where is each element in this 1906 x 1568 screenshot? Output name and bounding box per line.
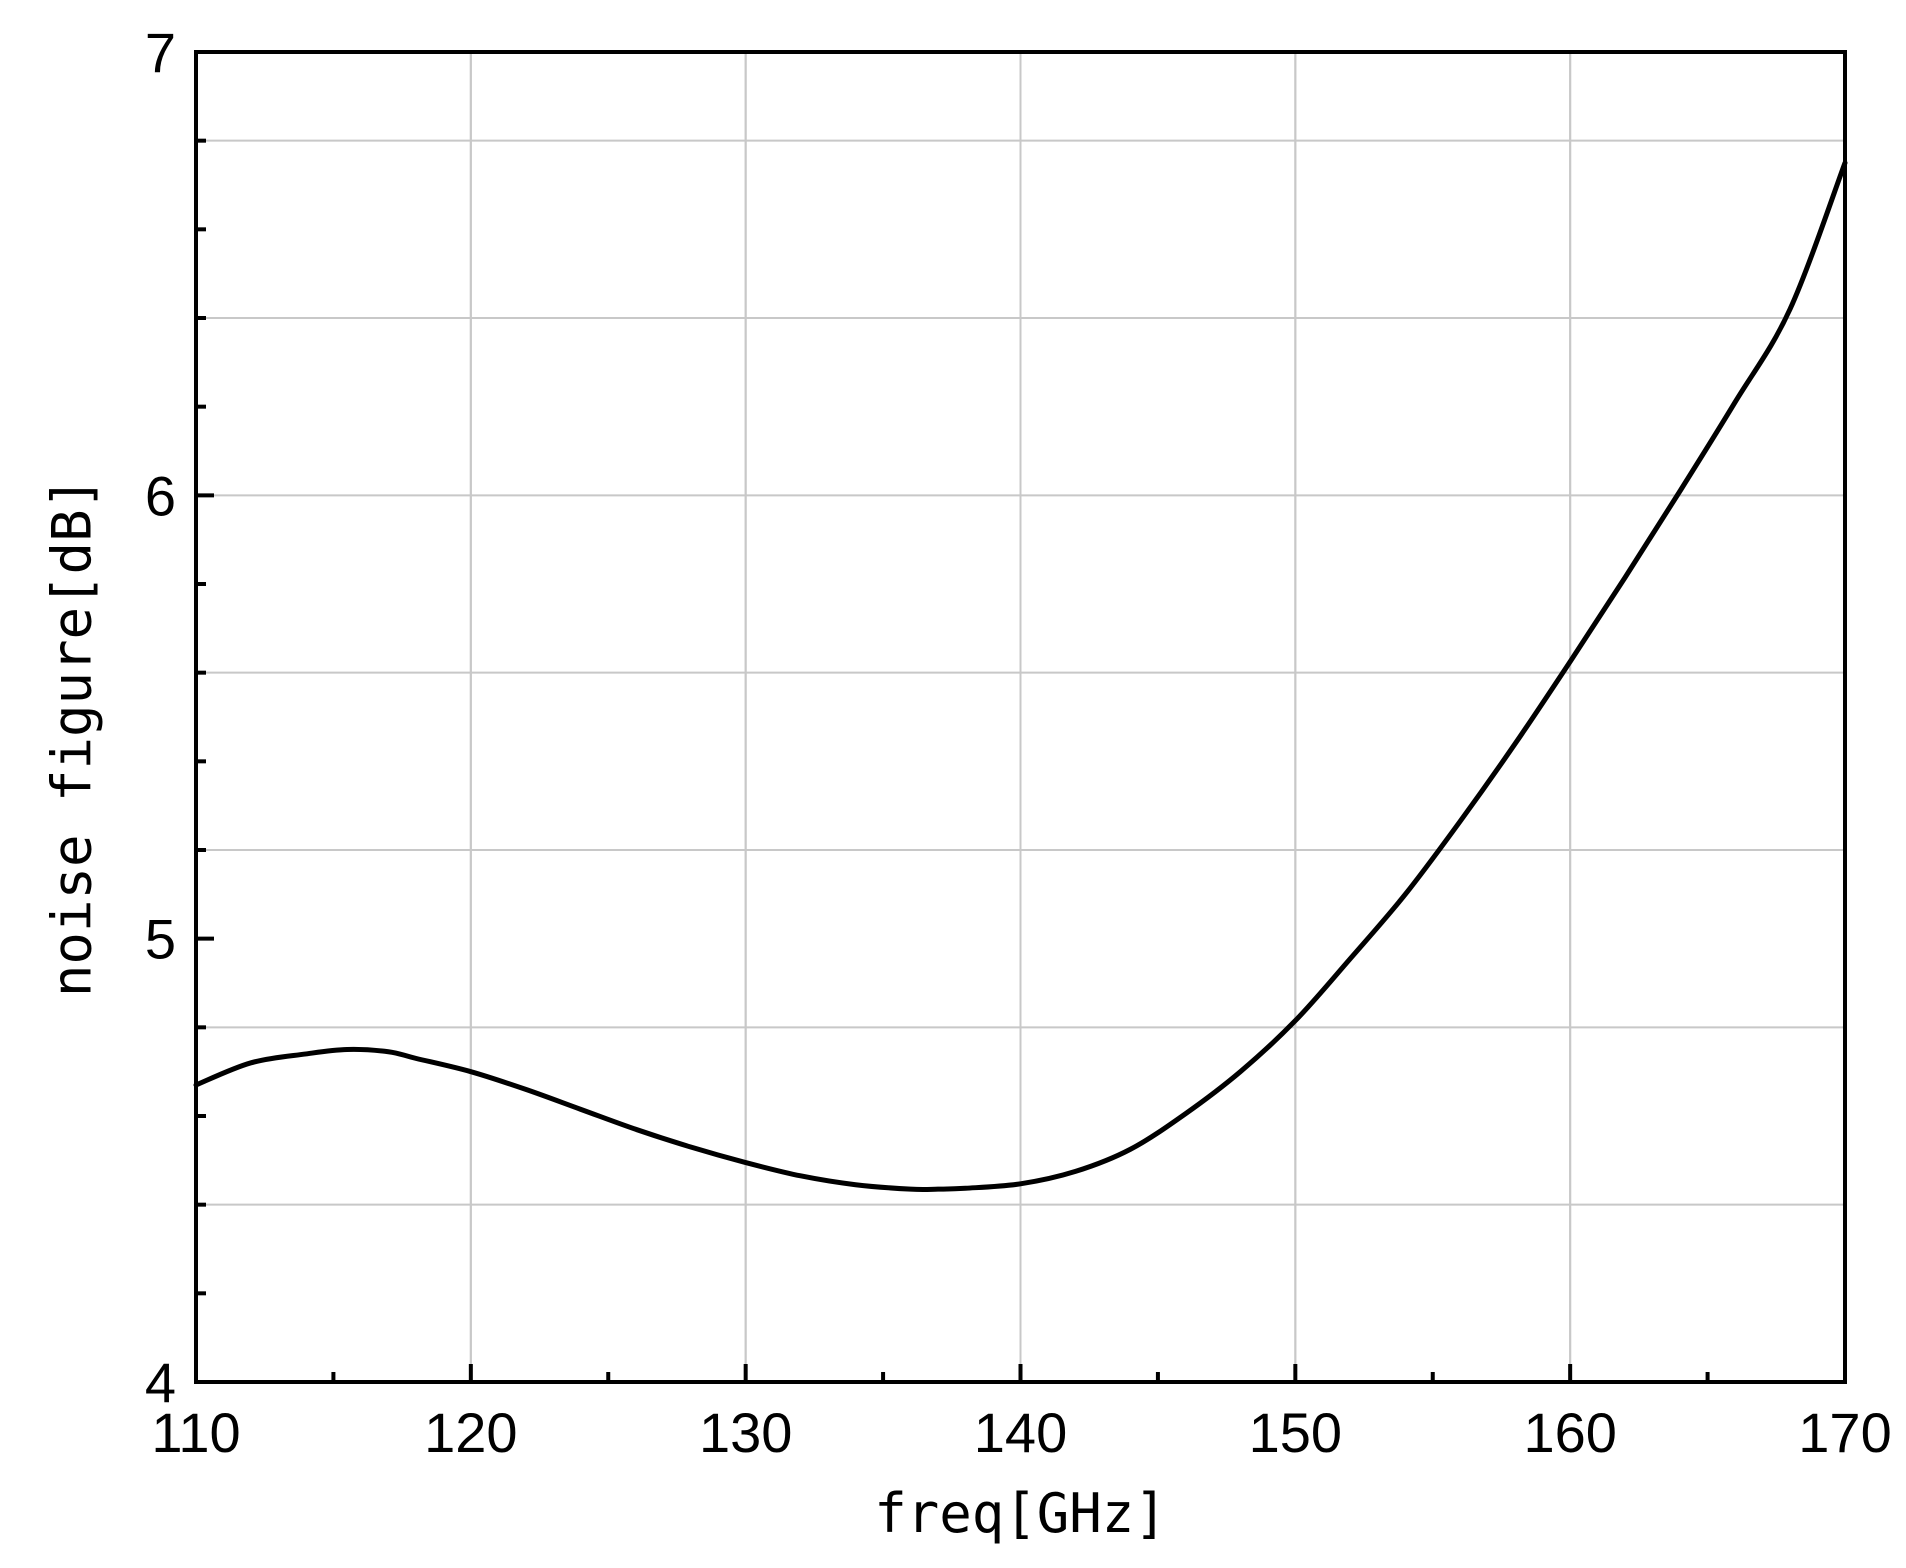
x-tick-label: 160 (1523, 1401, 1616, 1464)
y-axis-title: noise figure[dB] (41, 477, 104, 997)
y-tick-label: 5 (145, 908, 176, 971)
x-tick-label: 110 (151, 1401, 240, 1464)
y-tick-label: 7 (145, 21, 176, 84)
x-tick-label: 120 (424, 1401, 517, 1464)
x-axis-title: freq[GHz] (874, 1482, 1167, 1545)
x-tick-label: 140 (974, 1401, 1067, 1464)
y-tick-label: 6 (145, 464, 176, 527)
y-tick-label: 4 (145, 1351, 176, 1414)
series-layer (193, 160, 1848, 1193)
x-tick-label: 150 (1249, 1401, 1342, 1464)
noise-figure-line (193, 160, 1848, 1193)
tick-labels: 110 120 130 140 150 160 170 4 5 6 7 (145, 21, 1892, 1464)
x-tick-label: 130 (699, 1401, 792, 1464)
plot-frame (194, 50, 1847, 1384)
x-tick-label: 170 (1798, 1401, 1891, 1464)
